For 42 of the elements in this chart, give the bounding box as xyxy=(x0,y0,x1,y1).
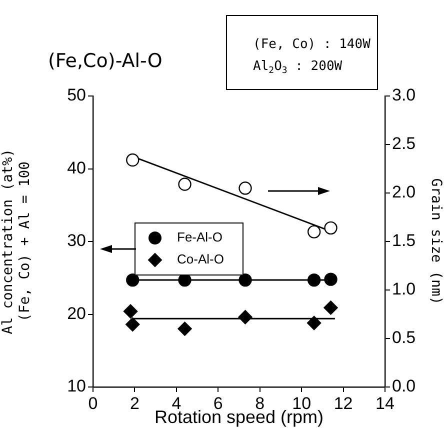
y-tick-label: 10 xyxy=(67,376,86,396)
y2-tick-label: 1.0 xyxy=(392,280,416,299)
y-tick-label: 40 xyxy=(67,158,86,178)
y2-axis-title: Grain size (nm) xyxy=(428,178,444,305)
legend-label: Co-Al-O xyxy=(177,252,224,267)
point xyxy=(126,317,140,332)
x-tick-label: 6 xyxy=(213,394,223,413)
point xyxy=(324,221,338,235)
point xyxy=(126,273,140,287)
point xyxy=(324,272,338,286)
text: (Fe, Co) : 140W xyxy=(253,36,372,54)
x-tick-label: 0 xyxy=(88,394,98,413)
y-tick-label: 30 xyxy=(67,231,86,250)
point xyxy=(238,273,252,287)
y2-tick-label: 0.0 xyxy=(392,376,416,396)
x-tick-label: 8 xyxy=(255,394,265,413)
point xyxy=(307,225,321,238)
x-tick-label: 14 xyxy=(376,394,394,413)
point xyxy=(238,310,252,324)
y2-tick-label: 1.5 xyxy=(392,231,416,250)
x-tick-label: 2 xyxy=(130,394,140,413)
point xyxy=(307,273,321,287)
y2-tick-label: 2.5 xyxy=(392,134,416,154)
x-tick-label: 10 xyxy=(292,394,312,413)
x-tick-label: 12 xyxy=(334,394,353,413)
x-tick-label: 4 xyxy=(172,394,182,413)
y2-tick-label: 0.5 xyxy=(392,328,416,348)
point xyxy=(178,322,192,336)
text: Al$_{2}$O$_{3}$ : 200W xyxy=(253,58,344,78)
point xyxy=(324,300,338,315)
point xyxy=(306,316,322,330)
point xyxy=(238,182,252,195)
y-tick-label: 50 xyxy=(67,86,86,105)
chart-title: (Fe,Co)-Al-O xyxy=(48,50,162,72)
legend-label: Fe-Al-O xyxy=(177,230,222,245)
y2-tick-label: 3.0 xyxy=(392,86,416,105)
point xyxy=(178,178,192,191)
y-axis-title: Al concentration (at%) (Fe, Co) + Al = 100 xyxy=(0,148,33,334)
point xyxy=(123,304,138,318)
y2-tick-label: 2.0 xyxy=(392,182,416,202)
y-tick-label: 20 xyxy=(67,304,86,323)
point xyxy=(126,153,140,167)
